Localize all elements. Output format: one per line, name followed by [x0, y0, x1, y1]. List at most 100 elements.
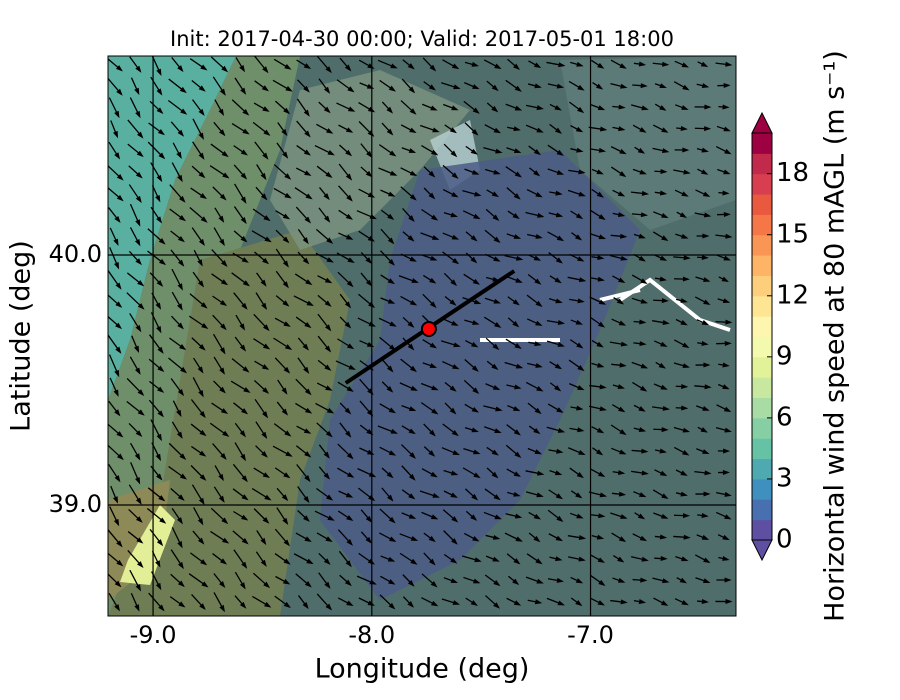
wind-arrow-head	[262, 517, 270, 524]
wind-arrow-head	[221, 517, 229, 525]
wind-arrow-head	[198, 132, 204, 140]
wind-arrow-head	[681, 191, 689, 197]
wind-arrow-head	[388, 516, 396, 524]
wind-arrow-head	[514, 343, 522, 349]
wind-arrow-head	[703, 362, 711, 368]
wind-arrow-head	[388, 407, 396, 414]
wind-arrow-head	[345, 149, 353, 157]
wind-arrow-head	[180, 366, 188, 374]
wind-arrow-head	[513, 471, 521, 477]
wind-arrow-head	[388, 450, 397, 456]
wind-arrow-head	[304, 536, 312, 542]
wind-arrow-head	[179, 344, 187, 351]
wind-arrow-head	[428, 170, 436, 178]
y-tick-label: 39.0	[49, 490, 102, 518]
wind-arrow-head	[640, 83, 648, 89]
wind-arrow-head	[323, 106, 331, 114]
wind-arrow-head	[199, 450, 207, 457]
colorbar-segment	[752, 295, 772, 317]
wind-arrow-head	[450, 470, 459, 476]
wind-arrow-head	[177, 235, 185, 243]
wind-arrow-head	[304, 170, 312, 176]
wind-arrow-head	[409, 299, 418, 306]
wind-arrow-head	[180, 108, 188, 115]
wind-arrow-head	[555, 556, 563, 562]
wind-arrow-head	[597, 471, 606, 478]
wind-arrow-head	[492, 534, 501, 540]
wind-arrow-head	[200, 216, 208, 223]
wind-arrow-head	[283, 472, 291, 479]
wind-arrow-head	[557, 320, 566, 325]
wind-arrow-head	[700, 427, 708, 433]
wind-arrow-head	[179, 86, 187, 94]
wind-arrow-head	[365, 536, 372, 544]
wind-arrow-head	[515, 363, 524, 369]
wind-arrow-head	[723, 169, 731, 175]
wind-arrow-head	[703, 557, 711, 564]
wind-arrow-head	[660, 384, 668, 390]
wind-arrow-head	[113, 389, 119, 397]
wind-arrow-head	[260, 172, 267, 181]
wind-arrow-head	[681, 556, 689, 562]
wind-arrow-head	[114, 110, 120, 119]
wind-arrow-head	[659, 470, 668, 477]
wind-arrow-head	[134, 345, 140, 354]
wind-arrow-head	[239, 430, 246, 438]
wind-arrow-head	[346, 600, 354, 607]
wind-arrow-head	[577, 256, 585, 262]
wind-arrow-head	[156, 88, 163, 96]
wind-arrow-head	[302, 343, 309, 351]
wind-arrow-head	[304, 581, 312, 588]
wind-arrow-head	[284, 173, 292, 180]
wind-arrow-head	[493, 494, 501, 501]
wind-arrow-head	[472, 387, 480, 394]
wind-arrow-head	[533, 62, 542, 69]
wind-arrow-head	[198, 85, 206, 92]
wind-arrow-head	[304, 407, 313, 414]
wind-arrow-head	[177, 65, 184, 73]
wind-arrow-head	[302, 602, 309, 610]
colorbar-tick-label: 3	[776, 463, 793, 493]
wind-arrow-head	[222, 172, 230, 179]
wind-arrow-head	[639, 169, 647, 175]
plot-frame	[107, 55, 737, 617]
wind-arrow-head	[450, 279, 458, 287]
wind-arrow-head	[304, 451, 312, 458]
wind-arrow-head	[513, 193, 521, 200]
wind-arrow-head	[595, 83, 604, 90]
wind-arrow-head	[534, 599, 543, 605]
wind-arrow-head	[241, 257, 249, 263]
wind-arrow-head	[535, 233, 543, 239]
wind-arrow-head	[533, 170, 541, 177]
wind-arrow-head	[347, 106, 356, 112]
wind-arrow-head	[640, 363, 649, 369]
wind-arrow-head	[598, 579, 606, 586]
wind-arrow-head	[661, 213, 669, 218]
wind-arrow-head	[554, 277, 562, 284]
wind-arrow-head	[637, 513, 646, 520]
wind-arrow-head	[156, 473, 163, 481]
wind-arrow-head	[220, 323, 227, 331]
wind-arrow-head	[512, 299, 520, 306]
wind-arrow-head	[576, 147, 584, 153]
wind-arrow-head	[387, 278, 395, 285]
wind-arrow-head	[536, 492, 544, 498]
wind-arrow-head	[493, 236, 501, 243]
wind-arrow-head	[431, 385, 439, 391]
wind-arrow-head	[534, 341, 542, 347]
wind-arrow-head	[659, 276, 667, 282]
wind-arrow-head	[239, 344, 247, 352]
wind-arrow-head	[346, 234, 354, 240]
wind-arrow-head	[721, 276, 729, 282]
wind-arrow-head	[365, 170, 373, 178]
wind-arrow-head	[514, 451, 522, 459]
wind-arrow-head	[115, 282, 122, 290]
wind-arrow-head	[493, 169, 501, 175]
wind-arrow-head	[555, 190, 563, 196]
wind-arrow-head	[344, 64, 352, 72]
wind-arrow-head	[156, 174, 163, 183]
wind-arrow-head	[197, 366, 204, 374]
wind-arrows	[108, 56, 733, 613]
wind-arrow-head	[326, 237, 334, 244]
wind-arrow-head	[390, 63, 398, 69]
